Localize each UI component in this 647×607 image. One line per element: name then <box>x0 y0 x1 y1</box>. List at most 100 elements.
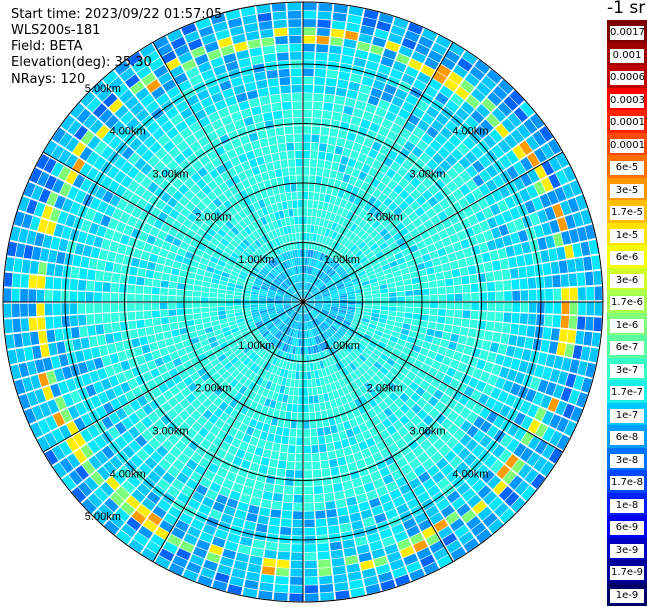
gate-cell <box>403 318 412 325</box>
gate-cell <box>332 390 340 399</box>
gate-cell <box>553 355 564 370</box>
gate-cell <box>175 120 188 133</box>
gate-cell <box>491 364 502 376</box>
gate-cell <box>220 276 229 282</box>
gate-cell <box>256 228 264 237</box>
gate-cell <box>445 317 454 325</box>
gate-cell <box>268 425 277 434</box>
gate-cell <box>422 478 436 491</box>
gate-cell <box>342 46 356 57</box>
gate-cell <box>424 335 434 343</box>
gate-cell <box>269 287 277 292</box>
gate-cell <box>257 358 265 367</box>
gate-cell <box>240 229 249 238</box>
gate-cell <box>338 71 351 81</box>
gate-cell <box>184 302 193 309</box>
gate-cell <box>490 459 504 474</box>
gate-cell <box>185 478 199 490</box>
gate-cell <box>45 316 54 329</box>
gate-cell <box>148 57 164 72</box>
gate-cell <box>560 387 573 402</box>
gate-cell <box>176 213 187 224</box>
gate-cell <box>529 113 545 129</box>
gate-cell <box>142 519 158 533</box>
gate-cell <box>447 410 459 423</box>
gate-cell <box>128 426 141 439</box>
gate-cell <box>357 343 366 351</box>
gate-cell <box>128 357 139 368</box>
gate-cell <box>313 293 321 297</box>
gate-cell <box>293 294 300 300</box>
gate-cell <box>331 364 339 373</box>
gate-cell <box>367 463 378 474</box>
gate-cell <box>198 135 210 147</box>
gate-cell <box>387 551 402 563</box>
gate-cell <box>267 525 280 535</box>
gate-cell <box>480 119 494 134</box>
gate-cell <box>317 19 331 28</box>
gate-cell <box>265 276 273 282</box>
gate-cell <box>303 282 305 290</box>
gate-cell <box>327 257 334 266</box>
gate-cell <box>198 382 209 393</box>
gate-cell <box>485 397 497 410</box>
gate-cell <box>291 267 296 275</box>
gate-cell <box>453 64 468 79</box>
gate-cell <box>245 235 254 244</box>
gate-cell <box>388 201 398 212</box>
gate-cell <box>307 302 315 304</box>
gate-cell <box>519 313 528 325</box>
gate-cell <box>362 314 371 320</box>
gate-cell <box>388 443 399 454</box>
gate-cell <box>180 127 193 140</box>
gate-cell <box>272 338 279 347</box>
gate-cell <box>57 381 69 395</box>
gate-cell <box>287 309 294 315</box>
gate-cell <box>149 342 159 352</box>
gate-cell <box>152 505 167 519</box>
gate-cell <box>296 183 303 192</box>
gate-cell <box>303 429 311 437</box>
gate-cell <box>471 522 487 537</box>
gate-cell <box>137 328 147 337</box>
gate-cell <box>102 130 116 145</box>
gate-cell <box>339 303 348 307</box>
gate-cell <box>298 322 301 330</box>
gate-cell <box>499 508 515 524</box>
gate-cell <box>486 240 497 251</box>
gate-cell <box>416 240 426 250</box>
gate-cell <box>358 501 371 512</box>
gate-cell <box>151 245 161 255</box>
gate-cell <box>420 439 432 451</box>
gate-cell <box>272 442 281 452</box>
gate-cell <box>421 253 431 262</box>
gate-cell <box>236 49 250 60</box>
gate-cell <box>292 233 297 242</box>
gate-cell <box>289 593 303 602</box>
gate-cell <box>167 344 177 354</box>
gate-cell <box>344 250 352 259</box>
gate-cell <box>136 65 152 80</box>
gate-cell <box>283 305 292 309</box>
gate-cell <box>229 185 239 196</box>
gate-cell <box>46 191 59 207</box>
gate-cell <box>308 321 312 329</box>
gate-cell <box>518 266 527 278</box>
gate-cell <box>313 307 322 311</box>
gate-cell <box>220 322 229 329</box>
gate-cell <box>240 6 256 17</box>
gate-cell <box>44 290 53 302</box>
gate-cell <box>279 385 286 394</box>
gate-cell <box>4 319 13 334</box>
gate-cell <box>512 302 521 312</box>
gate-cell <box>370 282 379 288</box>
gate-cell <box>78 314 87 326</box>
gate-cell <box>276 276 283 283</box>
gate-cell <box>488 518 504 534</box>
gate-cell <box>260 288 268 293</box>
gate-cell <box>196 404 207 415</box>
gate-cell <box>306 299 315 302</box>
gate-cell <box>379 466 391 478</box>
gate-cell <box>327 178 335 187</box>
gate-cell <box>506 369 518 382</box>
